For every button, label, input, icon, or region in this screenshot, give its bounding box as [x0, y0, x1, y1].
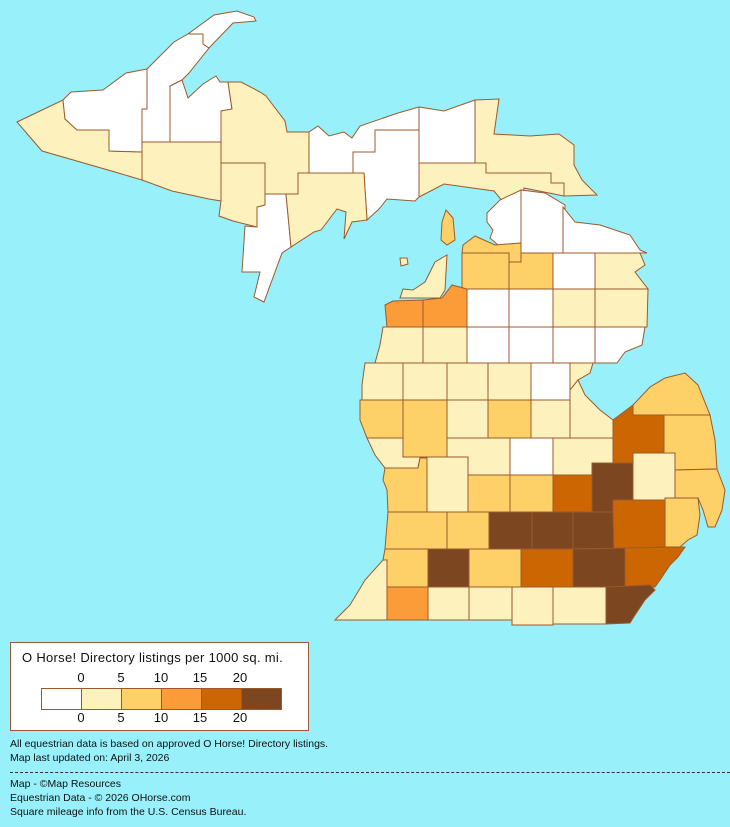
county-region [572, 547, 626, 588]
county-region [594, 326, 646, 364]
county-region [520, 189, 566, 254]
county-region [632, 372, 711, 416]
county-region [186, 10, 257, 49]
county-region [466, 326, 510, 364]
county-region [508, 288, 554, 328]
county-region [552, 288, 596, 328]
county-region [486, 189, 522, 246]
county-region [359, 399, 404, 439]
county-region [361, 362, 404, 401]
county-region [508, 326, 554, 364]
county-region [427, 548, 470, 588]
legend-bottom-tick: 10 [153, 710, 169, 725]
county-region [422, 326, 468, 364]
county-region [399, 257, 409, 267]
county-region [382, 548, 429, 588]
legend-color-bar [41, 688, 282, 710]
legend-bottom-tick: 0 [77, 710, 85, 725]
legend-swatch [82, 689, 122, 709]
legend-swatch [242, 689, 281, 709]
legend-swatch [202, 689, 242, 709]
divider [10, 772, 730, 773]
county-region [466, 288, 510, 328]
data-credit: Equestrian Data - © 2026 OHorse.com [10, 792, 191, 804]
legend-title: O Horse! Directory listings per 1000 sq.… [22, 650, 284, 665]
county-region [552, 252, 596, 290]
county-region [487, 399, 532, 439]
county-region [612, 499, 666, 550]
county-region [141, 141, 222, 202]
county-region [402, 399, 448, 458]
legend-swatch [122, 689, 162, 709]
county-region [333, 559, 388, 621]
county-region [632, 452, 676, 501]
county-region [511, 586, 554, 626]
county-region [384, 299, 424, 328]
county-region [594, 252, 650, 290]
county-region [530, 399, 571, 439]
county-region [427, 586, 470, 621]
county-region [509, 474, 554, 513]
county-region [530, 362, 571, 401]
county-region [386, 586, 429, 621]
county-region [552, 474, 593, 513]
county-region [374, 326, 424, 364]
county-region [418, 162, 565, 211]
county-region [509, 437, 554, 476]
county-region [594, 288, 649, 328]
county-region [488, 511, 533, 550]
county-region [467, 474, 511, 513]
legend-bottom-tick: 5 [117, 710, 125, 725]
county-region [572, 511, 615, 550]
legend-top-tick: 10 [153, 670, 169, 685]
legend-swatch [42, 689, 82, 709]
county-region [552, 586, 607, 625]
county-region [426, 456, 469, 513]
county-region [285, 172, 368, 248]
county-region [468, 586, 513, 621]
county-region [461, 252, 510, 290]
legend-top-tick: 20 [232, 670, 248, 685]
county-region [520, 548, 574, 588]
legend-swatch [162, 689, 202, 709]
legend-top-tick: 15 [192, 670, 208, 685]
county-region [605, 584, 656, 625]
legend-bottom-tick: 15 [192, 710, 208, 725]
county-region [468, 548, 522, 588]
county-region [552, 326, 596, 364]
county-region [664, 497, 701, 548]
map-credit: Map - ©Map Resources [10, 778, 122, 790]
michigan-county-map [16, 10, 726, 626]
data-source-note: All equestrian data is based on approved… [10, 738, 329, 750]
county-region [218, 162, 266, 228]
county-region [531, 511, 574, 550]
county-region [569, 379, 614, 439]
county-region [440, 209, 456, 246]
legend-bottom-tick: 20 [232, 710, 248, 725]
last-updated-note: Map last updated on: April 3, 2026 [10, 752, 170, 764]
county-region [487, 362, 532, 401]
county-region [402, 362, 448, 401]
county-region [446, 511, 490, 550]
legend: O Horse! Directory listings per 1000 sq.… [10, 642, 309, 731]
county-region [384, 511, 448, 550]
census-credit: Square mileage info from the U.S. Census… [10, 806, 247, 818]
county-region [624, 546, 686, 588]
county-region [399, 254, 448, 299]
county-region [418, 99, 476, 164]
county-region [446, 399, 489, 439]
legend-top-tick: 5 [117, 670, 125, 685]
legend-top-tick: 0 [77, 670, 85, 685]
county-region [446, 362, 489, 401]
county-region [562, 205, 648, 254]
